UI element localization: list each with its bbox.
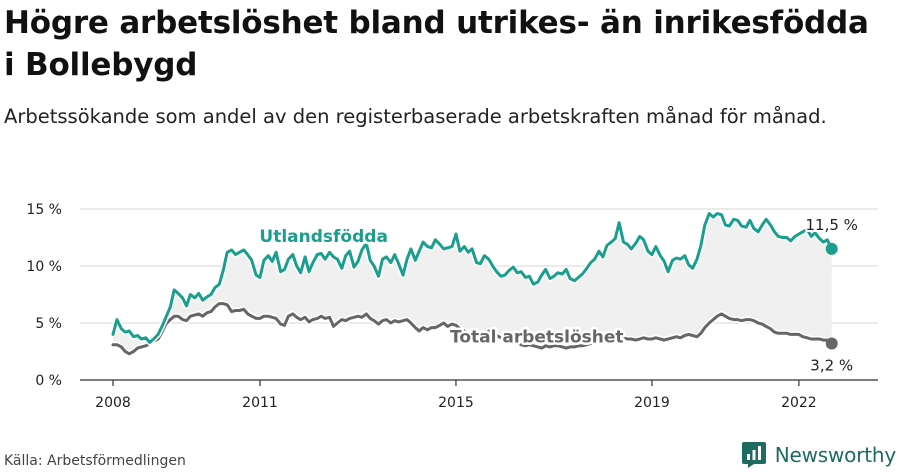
gap-band <box>113 213 832 354</box>
newsworthy-icon <box>741 442 766 468</box>
foreign-end-label: 11,5 % <box>806 216 858 234</box>
x-tick-label: 2015 <box>438 395 474 411</box>
y-tick-label: 0 % <box>35 373 62 389</box>
total-end-label: 3,2 % <box>810 357 853 375</box>
x-tick-label: 2008 <box>95 395 131 411</box>
axes: 0 % 5 % 10 % 15 % 2008 2011 2015 2019 2022 <box>26 202 878 411</box>
y-tick-label: 5 % <box>35 316 62 332</box>
total-end-point <box>825 337 838 350</box>
total-series-line <box>111 302 834 356</box>
series-labels: Utlandsfödda Total arbetslöshet 11,5 % 3,2 … <box>257 214 860 377</box>
total-series-name: Total arbetslöshet <box>450 327 624 347</box>
x-tick-label: 2022 <box>781 395 817 411</box>
brand-logo: Newsworthy <box>741 441 896 469</box>
x-tick-label: 2011 <box>242 395 278 411</box>
foreign-series-line <box>111 212 834 344</box>
y-tick-label: 15 % <box>26 202 62 218</box>
chart-title: Högre arbetslöshet bland utrikes- än inr… <box>4 5 869 83</box>
source-note: Källa: Arbetsförmedlingen <box>4 453 186 469</box>
foreign-series-name: Utlandsfödda <box>259 227 388 247</box>
foreign-end-point <box>825 242 838 255</box>
series-lines <box>110 210 838 357</box>
x-tick-label: 2019 <box>634 395 670 411</box>
chart-subtitle: Arbetssökande som andel av den registerb… <box>4 105 827 128</box>
y-tick-label: 10 % <box>26 259 62 275</box>
brand-name: Newsworthy <box>774 443 896 467</box>
